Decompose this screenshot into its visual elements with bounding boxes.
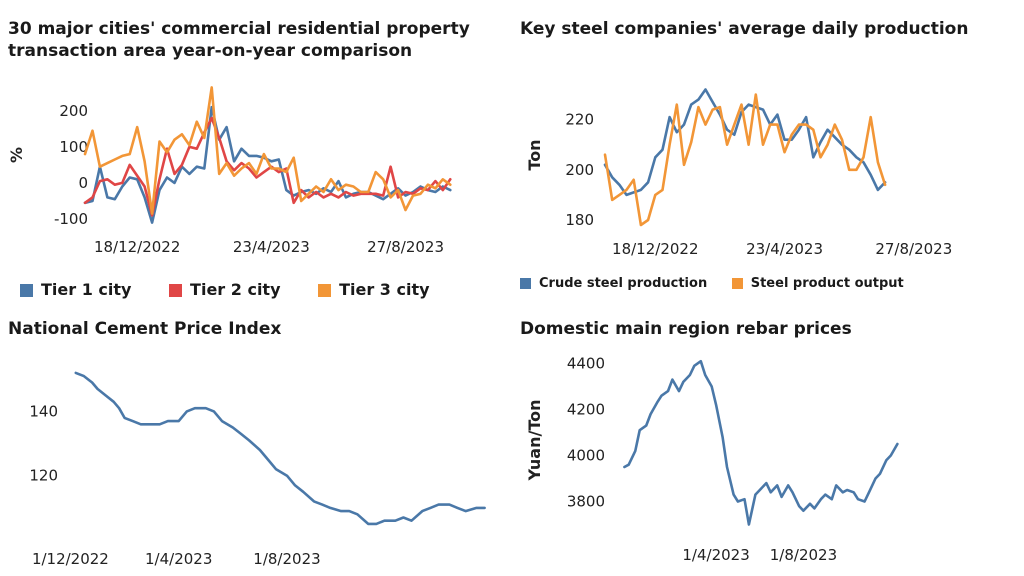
legend-swatch — [169, 284, 183, 297]
series-line-tier-3-city — [83, 86, 452, 215]
series-line-index — [623, 359, 899, 526]
y-tick-label: 120 — [29, 467, 58, 485]
legend-swatch — [318, 284, 332, 297]
chart-title: Key steel companies' average daily produ… — [520, 19, 969, 39]
y-tick-label: 200 — [565, 161, 594, 179]
x-tick-label: 23/4/2023 — [233, 238, 310, 256]
legend-item: Tier 2 city — [169, 280, 281, 299]
x-tick-label: 1/4/2023 — [145, 550, 212, 568]
x-tick-label: 1/4/2023 — [682, 546, 749, 564]
legend-swatch — [520, 278, 531, 289]
x-tick-label: 1/8/2023 — [253, 550, 320, 568]
legend-label: Tier 3 city — [339, 280, 430, 299]
legend: Tier 1 city Tier 2 city Tier 3 city — [20, 280, 462, 299]
x-tick-label: 18/12/2022 — [612, 240, 698, 258]
y-tick-label: 220 — [565, 111, 594, 129]
legend-item: Crude steel production — [520, 276, 707, 291]
legend-item: Steel product output — [731, 276, 904, 291]
legend: Crude steel production Steel product out… — [520, 276, 936, 291]
legend-item: Tier 3 city — [318, 280, 430, 299]
y-tick-label: -100 — [54, 210, 88, 228]
legend-swatch — [731, 278, 743, 289]
y-tick-label: 140 — [29, 402, 58, 420]
legend-label: Tier 2 city — [190, 280, 281, 299]
series-line-steel-product-output — [603, 93, 887, 227]
legend-item: Tier 1 city — [20, 280, 131, 299]
legend-swatch — [20, 284, 33, 297]
legend-label: Crude steel production — [539, 276, 708, 291]
y-tick-label: 3800 — [567, 493, 605, 511]
series-line-tier-2-city — [83, 116, 452, 217]
y-axis-label: Ton — [525, 139, 544, 170]
x-tick-label: 1/12/2022 — [32, 550, 109, 568]
property-transactions-chart: -100 0 100 200 18/12/2022 23/4/2023 27/8/2023% — [7, 86, 452, 256]
chart-title: National Cement Price Index — [8, 319, 282, 339]
y-tick-label: 100 — [59, 138, 88, 156]
y-tick-label: 4000 — [567, 447, 605, 465]
y-tick-label: 180 — [565, 211, 594, 229]
chart-title: Domestic main region rebar prices — [520, 319, 852, 339]
x-tick-label: 1/8/2023 — [770, 546, 837, 564]
x-tick-label: 27/8/2023 — [875, 240, 952, 258]
legend-label: Tier 1 city — [41, 280, 132, 299]
chart-title: 30 major cities' commercial residential … — [8, 19, 470, 61]
y-tick-label: 200 — [59, 102, 88, 120]
x-tick-label: 27/8/2023 — [367, 238, 444, 256]
y-tick-label: 4400 — [567, 355, 605, 373]
x-tick-label: 18/12/2022 — [94, 238, 180, 256]
series-line-index — [74, 371, 486, 526]
legend-label: Steel product output — [750, 276, 904, 291]
series-line-crude-steel-production — [603, 88, 887, 197]
y-tick-label: 0 — [78, 174, 88, 192]
y-axis-label: Yuan/Ton — [525, 399, 544, 481]
x-tick-label: 23/4/2023 — [746, 240, 823, 258]
steel-production-chart: 180 200 220 18/12/2022 23/4/2023 27/8/2023 Ton — [525, 88, 952, 258]
y-axis-label: % — [7, 147, 26, 163]
y-tick-label: 4200 — [567, 401, 605, 419]
